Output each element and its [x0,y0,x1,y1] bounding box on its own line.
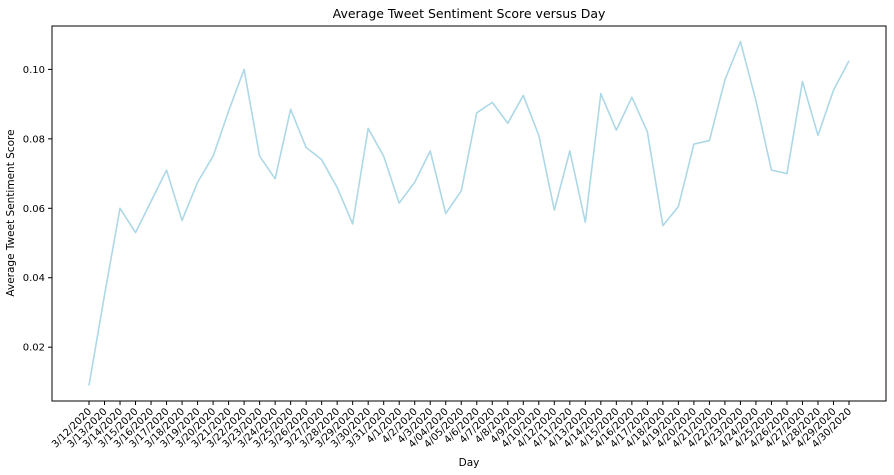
y-tick-label: 0.04 [23,273,45,284]
y-tick-label: 0.02 [23,343,45,354]
chart-title: Average Tweet Sentiment Score versus Day [333,6,606,21]
x-axis: 3/12/20203/13/20203/14/20203/15/20203/16… [50,401,854,450]
y-axis: 0.02 0.04 0.06 0.08 0.10 [23,65,52,354]
y-axis-label: Average Tweet Sentiment Score [5,129,17,296]
x-axis-label: Day [459,457,480,469]
plot-frame [51,25,887,402]
y-tick-label: 0.08 [23,134,45,145]
series-layer [88,40,850,386]
y-tick-label: 0.06 [23,204,45,215]
y-tick-label: 0.10 [23,65,45,76]
series-line [88,40,850,386]
